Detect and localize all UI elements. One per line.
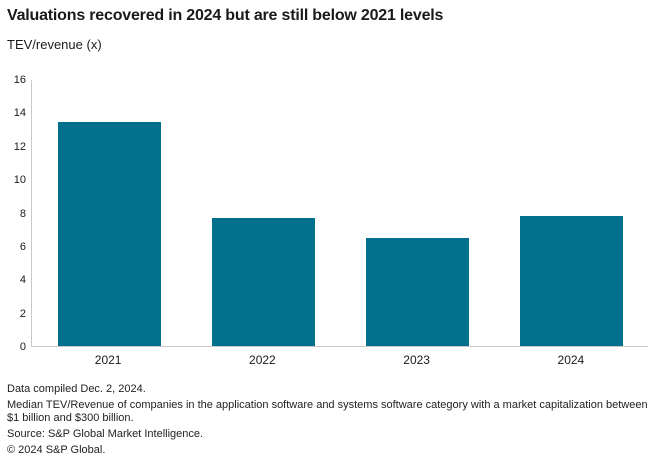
- y-tick-4: 4: [19, 274, 26, 287]
- footnote-methodology: Median TEV/Revenue of companies in the a…: [7, 399, 648, 424]
- chart-y-unit-label: TEV/revenue (x): [7, 37, 102, 52]
- y-tick-14: 14: [13, 107, 26, 120]
- y-tick-6: 6: [19, 240, 26, 253]
- y-tick-0: 0: [19, 341, 26, 353]
- y-axis-ticks: 16 14 12 10 8 6 4 2 0: [0, 74, 26, 353]
- x-label-2023: 2023: [403, 353, 430, 367]
- footnote-copyright: © 2024 S&P Global.: [7, 444, 106, 456]
- chart-title: Valuations recovered in 2024 but are sti…: [7, 7, 444, 24]
- y-tick-16: 16: [13, 74, 26, 86]
- x-axis-labels: 2021 2022 2023 2024: [31, 353, 648, 369]
- plot-area: [31, 80, 648, 347]
- footnote-data-compiled: Data compiled Dec. 2, 2024.: [7, 383, 146, 395]
- footnote-source: Source: S&P Global Market Intelligence.: [7, 428, 204, 440]
- bar-2023: [365, 237, 469, 346]
- bar-2021: [57, 121, 161, 346]
- x-label-2021: 2021: [94, 353, 122, 367]
- bar-chart: 16 14 12 10 8 6 4 2 0 2021 2022 2023 2024: [0, 74, 660, 370]
- y-tick-8: 8: [19, 207, 26, 220]
- footer-notes: Data compiled Dec. 2, 2024. Median TEV/R…: [7, 383, 652, 460]
- bar-2024: [519, 216, 623, 346]
- y-tick-10: 10: [13, 174, 26, 187]
- bar-2022: [211, 218, 315, 346]
- x-label-2022: 2022: [249, 353, 276, 367]
- x-label-2024: 2024: [557, 353, 585, 367]
- y-tick-2: 2: [19, 307, 26, 320]
- y-tick-12: 12: [13, 140, 26, 153]
